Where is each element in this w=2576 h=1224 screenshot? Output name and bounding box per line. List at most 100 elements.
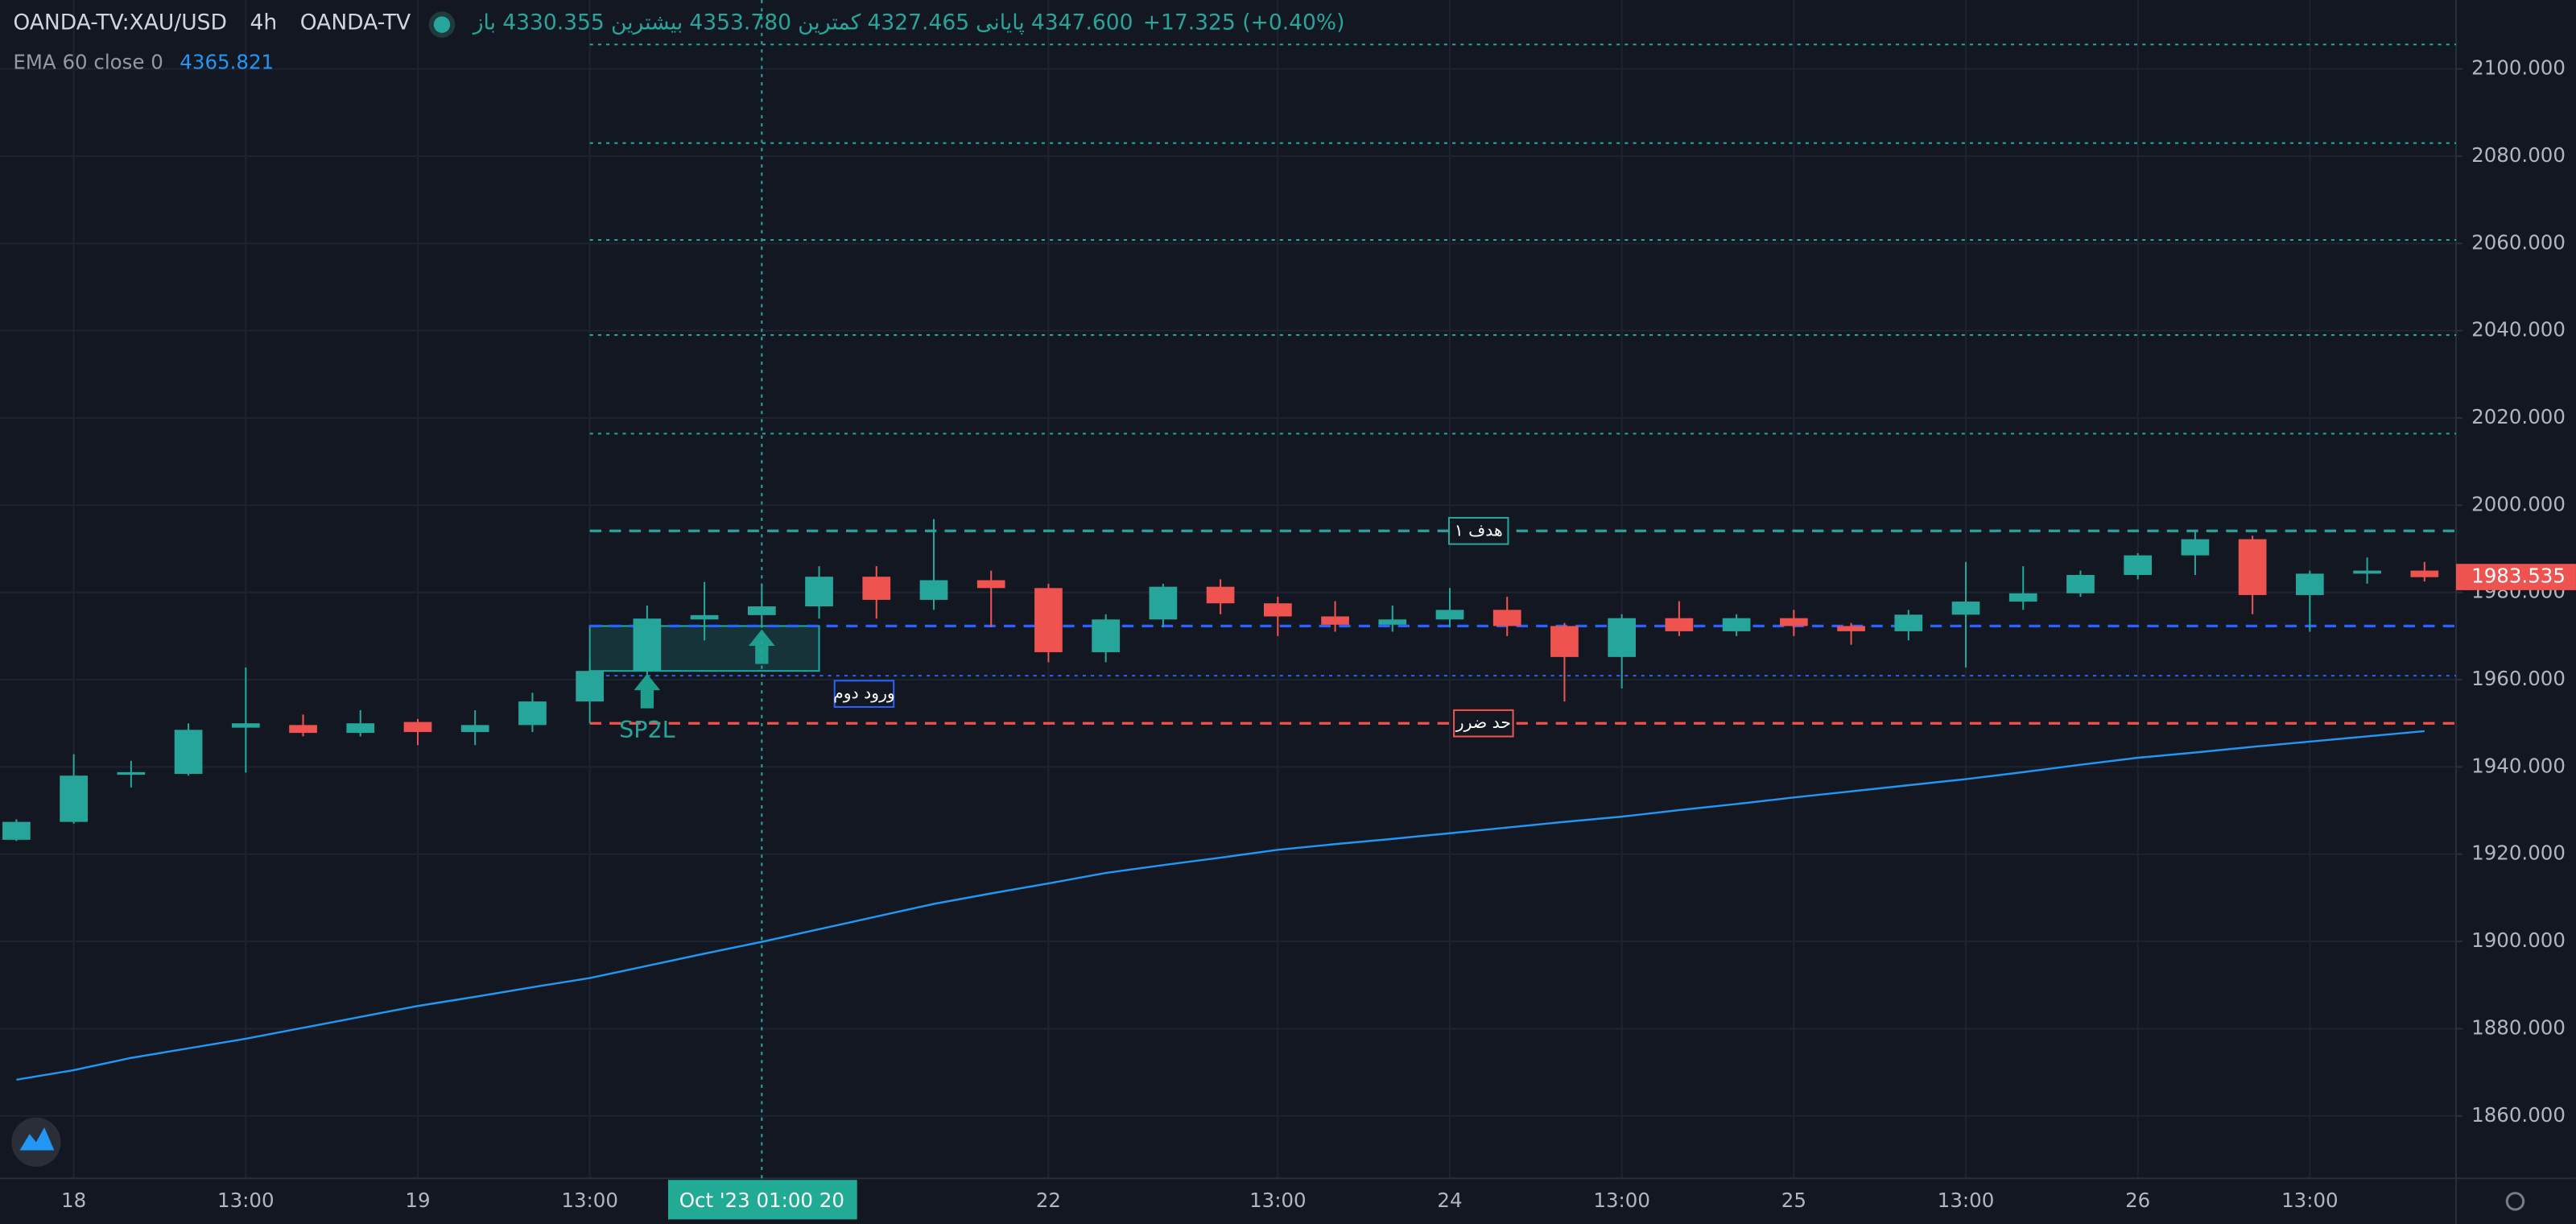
y-tick-label: 1960.000 <box>2471 667 2566 690</box>
candle-body <box>1206 586 1235 604</box>
x-tick-label: 13:00 <box>1938 1189 1995 1212</box>
ohlc-value: 4330.355 <box>502 11 605 36</box>
x-tick-label: 24 <box>1437 1189 1462 1212</box>
y-tick-label: 2020.000 <box>2471 405 2566 428</box>
candle-body <box>1722 618 1751 631</box>
candle-body <box>518 701 547 726</box>
ohlc-label: بیشترین <box>610 11 683 36</box>
logo-mark <box>19 1127 55 1151</box>
candle-body <box>289 725 317 734</box>
indicator-name[interactable]: EMA 60 close 0 <box>13 51 163 74</box>
candle-body <box>1550 626 1579 657</box>
symbol[interactable]: OANDA-TV:XAU/USD <box>13 11 227 36</box>
level-label-box <box>1453 709 1514 738</box>
candle-body <box>2124 555 2153 576</box>
candle-body <box>1263 603 1292 617</box>
candle-body <box>2238 539 2267 595</box>
candle-body <box>1378 619 1407 625</box>
crosshair-label: Oct '23 01:00 20 <box>679 1189 844 1212</box>
level-label: حد ضرر <box>1455 713 1511 732</box>
candle-body <box>460 725 489 733</box>
ohlc-label: باز <box>473 11 497 36</box>
candle-body <box>1149 586 1178 620</box>
candle-body <box>919 580 948 600</box>
candle-body <box>1492 610 1521 626</box>
candle-body <box>976 580 1005 589</box>
x-tick-label: 13:00 <box>1593 1189 1650 1212</box>
candle-body <box>2353 570 2381 574</box>
candle-body <box>633 618 662 672</box>
x-tick-label: 26 <box>2125 1189 2150 1212</box>
candle-body <box>2181 539 2210 556</box>
x-tick-label: 13:00 <box>1249 1189 1307 1212</box>
candle-body <box>2410 570 2439 577</box>
y-tick-label: 1940.000 <box>2471 754 2566 777</box>
ema-line <box>16 730 2425 1081</box>
y-tick-label: 2040.000 <box>2471 318 2566 341</box>
last-price-label: 1983.535 <box>2471 564 2566 588</box>
x-tick-label: 22 <box>1036 1189 1061 1212</box>
candle-body <box>1092 619 1121 652</box>
ohlc: باز 4330.355 بیشترین 4353.780 کمترین 4327.465… <box>473 11 1133 36</box>
crosshair-label-box <box>667 1180 857 1220</box>
y-tick-label: 2080.000 <box>2471 143 2566 167</box>
candle-body <box>346 723 375 734</box>
logo[interactable] <box>11 1117 61 1167</box>
indicator-value: 4365.821 <box>180 51 275 74</box>
header: OANDA-TV:XAU/USD 4h OANDA-TV باز 4330.355… <box>13 11 1344 36</box>
x-tick-label: 18 <box>61 1189 86 1212</box>
candle-body <box>231 723 260 728</box>
x-tick-label: 13:00 <box>561 1189 618 1212</box>
y-tick-label: 2000.000 <box>2471 492 2566 515</box>
y-tick-label: 1880.000 <box>2471 1015 2566 1039</box>
level-label-box <box>833 680 895 708</box>
candle-body <box>1435 610 1464 620</box>
signal-label: SP2L <box>619 716 675 743</box>
y-tick-label: 1860.000 <box>2471 1103 2566 1127</box>
y-tick-label: 1920.000 <box>2471 842 2566 865</box>
level-label-box <box>1447 516 1509 545</box>
signal-arrow <box>634 673 661 709</box>
level-label: ورود دوم <box>833 684 895 703</box>
candle-body <box>2296 573 2324 595</box>
candle-body <box>117 771 146 775</box>
last-price-box <box>2455 564 2576 590</box>
x-tick-label: 25 <box>1781 1189 1806 1212</box>
candle-body <box>576 671 604 702</box>
y-tick-label: 2060.000 <box>2471 230 2566 254</box>
x-tick-label: 19 <box>405 1189 430 1212</box>
candle-body <box>1034 588 1063 652</box>
candle-body <box>805 577 833 607</box>
interval[interactable]: 4h <box>250 11 278 36</box>
y-tick-label: 2100.000 <box>2471 56 2566 80</box>
ohlc-value: 4353.780 <box>689 11 791 36</box>
candle-body <box>1608 618 1637 657</box>
candle-body <box>2066 575 2095 593</box>
candle-body <box>862 577 891 600</box>
ohlc-value: 4327.465 <box>867 11 970 36</box>
level-label: هدف ١ <box>1455 520 1503 540</box>
x-tick-label: 13:00 <box>217 1189 275 1212</box>
candle-body <box>1321 616 1349 625</box>
candle-body <box>403 722 432 733</box>
candle-body <box>174 730 203 775</box>
indicator-legend: EMA 60 close 0 4365.821 <box>13 51 274 74</box>
change: +17.325 (+0.40%) <box>1142 11 1345 36</box>
candle-body <box>1837 626 1865 631</box>
candle-body <box>2 821 31 840</box>
candle-body <box>1665 618 1694 631</box>
candle-body <box>1951 602 1980 615</box>
candle-body <box>690 614 719 620</box>
candle-body <box>2008 593 2037 602</box>
status-dot <box>433 15 451 32</box>
ohlc-value: 4347.600 <box>1030 11 1133 36</box>
y-tick-label: 1900.000 <box>2471 928 2566 952</box>
settings-icon[interactable] <box>2505 1192 2525 1211</box>
ohlc-label: کمترین <box>798 11 861 36</box>
source: OANDA-TV <box>299 11 411 36</box>
candle-body <box>1780 618 1808 626</box>
candle-body <box>1894 614 1923 631</box>
